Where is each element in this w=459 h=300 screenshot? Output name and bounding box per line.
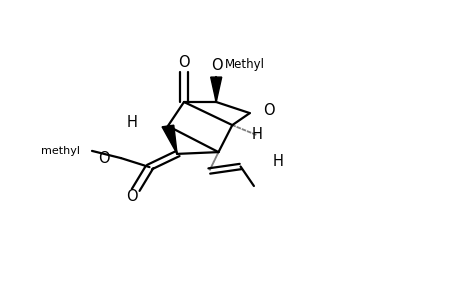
- Text: H: H: [127, 115, 138, 130]
- Text: H: H: [252, 127, 263, 142]
- Text: H: H: [272, 154, 283, 169]
- Polygon shape: [162, 125, 177, 154]
- Text: O: O: [211, 58, 223, 73]
- Text: O: O: [98, 151, 109, 166]
- Text: methyl: methyl: [41, 146, 80, 156]
- Text: O: O: [126, 189, 138, 204]
- Text: O: O: [263, 103, 274, 118]
- Text: Methyl: Methyl: [225, 58, 264, 71]
- Text: O: O: [178, 55, 190, 70]
- Polygon shape: [210, 77, 221, 102]
